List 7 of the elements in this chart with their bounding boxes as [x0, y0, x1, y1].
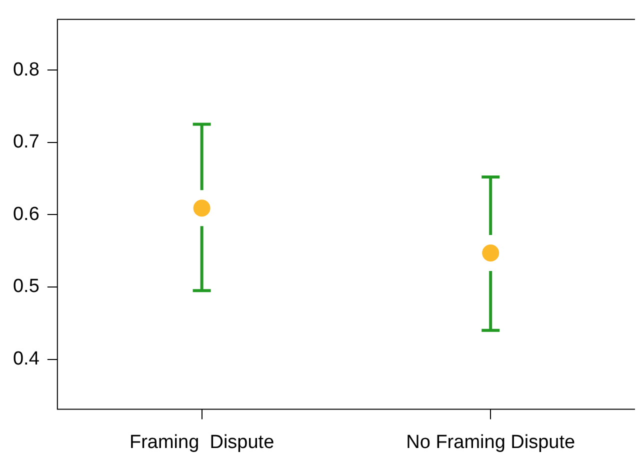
y-tick-label: 0.4 — [12, 348, 40, 370]
y-tick-label: 0.5 — [12, 276, 40, 298]
y-tick-label: 0.7 — [12, 132, 40, 153]
y-tick-label: 0.8 — [12, 59, 40, 80]
y-tick-label: 0.6 — [12, 204, 40, 225]
x-tick-label: No Framing Dispute — [406, 432, 576, 453]
x-tick-label: Framing Dispute — [129, 432, 274, 453]
